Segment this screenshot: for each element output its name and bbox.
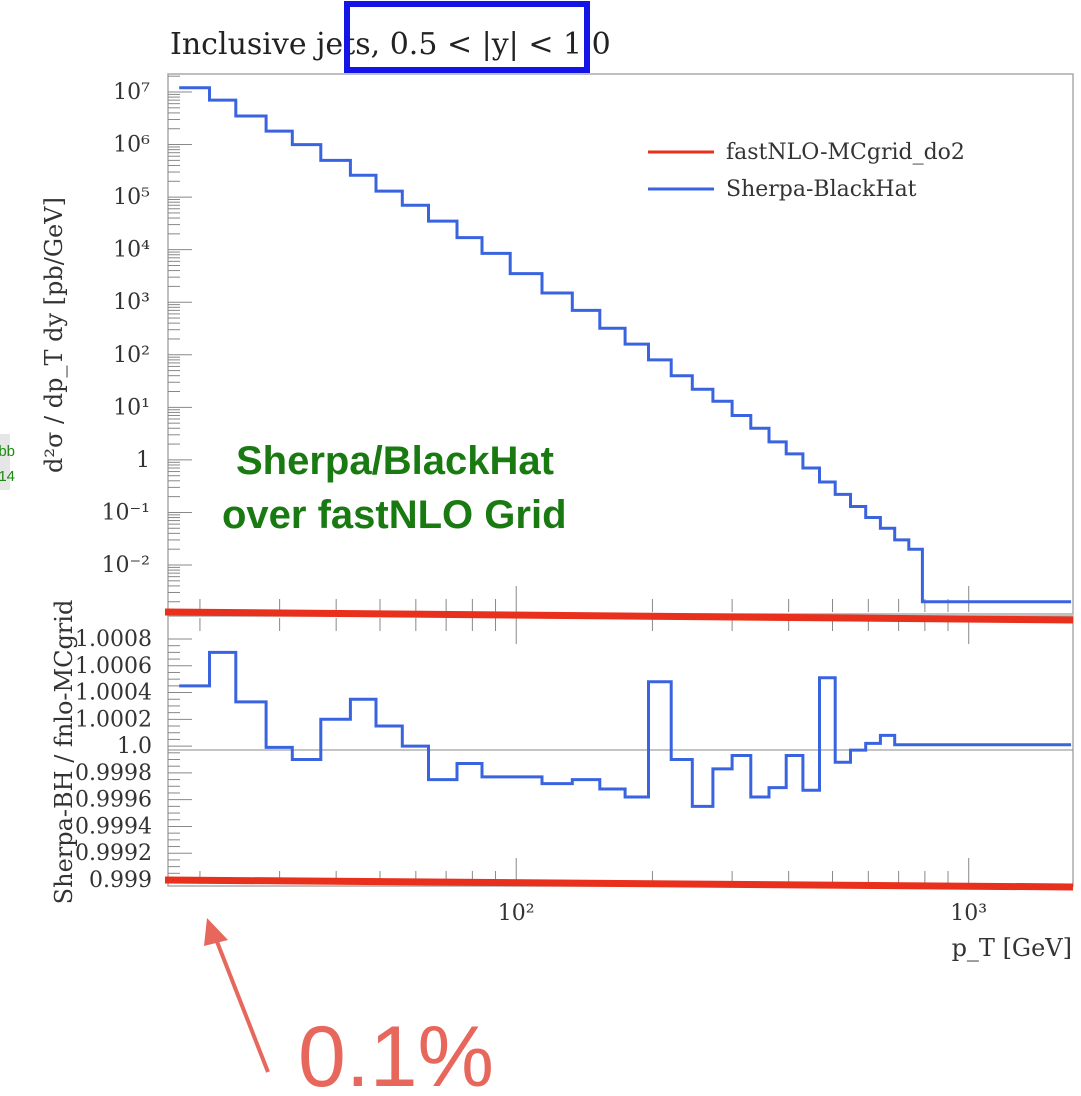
ratio-y-tick-label: 1.0002 — [75, 707, 152, 732]
main-y-tick-label: 10¹ — [113, 395, 150, 420]
left-cropped-text-1: ebb — [0, 443, 15, 460]
legend-label-sherpa: Sherpa-BlackHat — [726, 177, 917, 202]
main-y-tick-label: 10⁷ — [113, 80, 150, 105]
ratio-y-tick-label: 1.0008 — [75, 627, 152, 652]
ratio-y-tick-label: 1.0 — [117, 734, 152, 759]
chart-title-highlight-text: 0.5 < |y| < 1.0 — [390, 27, 611, 62]
ratio-y-tick-label: 0.9992 — [75, 841, 152, 866]
main-y-tick-label: 10⁻¹ — [102, 500, 150, 525]
ratio-plot-ticks — [168, 618, 970, 884]
left-cropped-text-2: 014 — [0, 468, 15, 485]
main-y-tick-label: 10⁵ — [113, 185, 150, 210]
fastnlo-line-bottom — [164, 876, 1074, 891]
chart-title: Inclusive jets, 0.5 < |y| < 1.0 — [170, 1, 611, 73]
x-tick-label: 10³ — [950, 901, 987, 926]
x-axis-label: p_T [GeV] — [952, 934, 1072, 962]
main-y-tick-label: 1 — [136, 448, 150, 473]
ratio-sherpa-line — [179, 650, 1072, 808]
main-y-tick-label: 10³ — [113, 290, 150, 315]
ratio-y-tick-label: 0.9994 — [75, 814, 152, 839]
ratio-y-tick-label: 0.999 — [89, 868, 152, 893]
legend: fastNLO-MCgrid_do2 Sherpa-BlackHat — [648, 140, 965, 202]
annotation-line-2: over fastNLO Grid — [222, 493, 567, 537]
ratio-y-tick-label: 1.0006 — [75, 654, 152, 679]
arrow-head — [204, 918, 228, 946]
main-y-tick-label: 10⁶ — [113, 133, 150, 158]
main-y-tick-label: 10⁻² — [102, 553, 150, 578]
main-y-tick-label: 10⁴ — [113, 238, 150, 263]
x-tick-labels: 10² 10³ — [498, 901, 987, 926]
arrow-shaft — [212, 933, 270, 1073]
ratio-plot-frame — [167, 615, 1074, 887]
annotation-line-1: Sherpa/BlackHat — [236, 439, 554, 483]
legend-label-fastnlo: fastNLO-MCgrid_do2 — [726, 140, 965, 165]
x-tick-label: 10² — [498, 901, 535, 926]
ratio-y-tick-label: 0.9998 — [75, 761, 152, 786]
chart-title-text: Inclusive jets, 0.5 < |y| < 1.0 — [170, 27, 611, 62]
left-cropped-box — [0, 434, 10, 490]
ratio-plot-y-tick-labels: 1.00081.00061.00041.00021.00.99980.99960… — [75, 627, 152, 893]
title-highlight-box — [344, 1, 590, 73]
ratio-y-tick-label: 0.9996 — [75, 788, 152, 813]
main-plot-ticks — [168, 75, 970, 612]
sherpa-blackhat-line — [179, 86, 1072, 604]
fastnlo-line-top — [164, 608, 1074, 624]
ratio-plot-y-axis-label: Sherpa-BH / fnlo-MCgrid — [50, 600, 78, 905]
arrow-label: 0.1% — [298, 1009, 494, 1096]
main-plot-y-tick-labels: 10⁷ 10⁶ 10⁵ 10⁴ 10³ 10² 10¹ 1 10⁻¹ 10⁻² — [102, 80, 151, 578]
ratio-y-tick-label: 1.0004 — [75, 681, 152, 706]
arrow-annotation: 0.1% — [204, 918, 494, 1096]
main-plot-y-axis-label: d²σ / dp_T dy [pb/GeV] — [40, 197, 68, 473]
main-y-tick-label: 10² — [113, 343, 150, 368]
